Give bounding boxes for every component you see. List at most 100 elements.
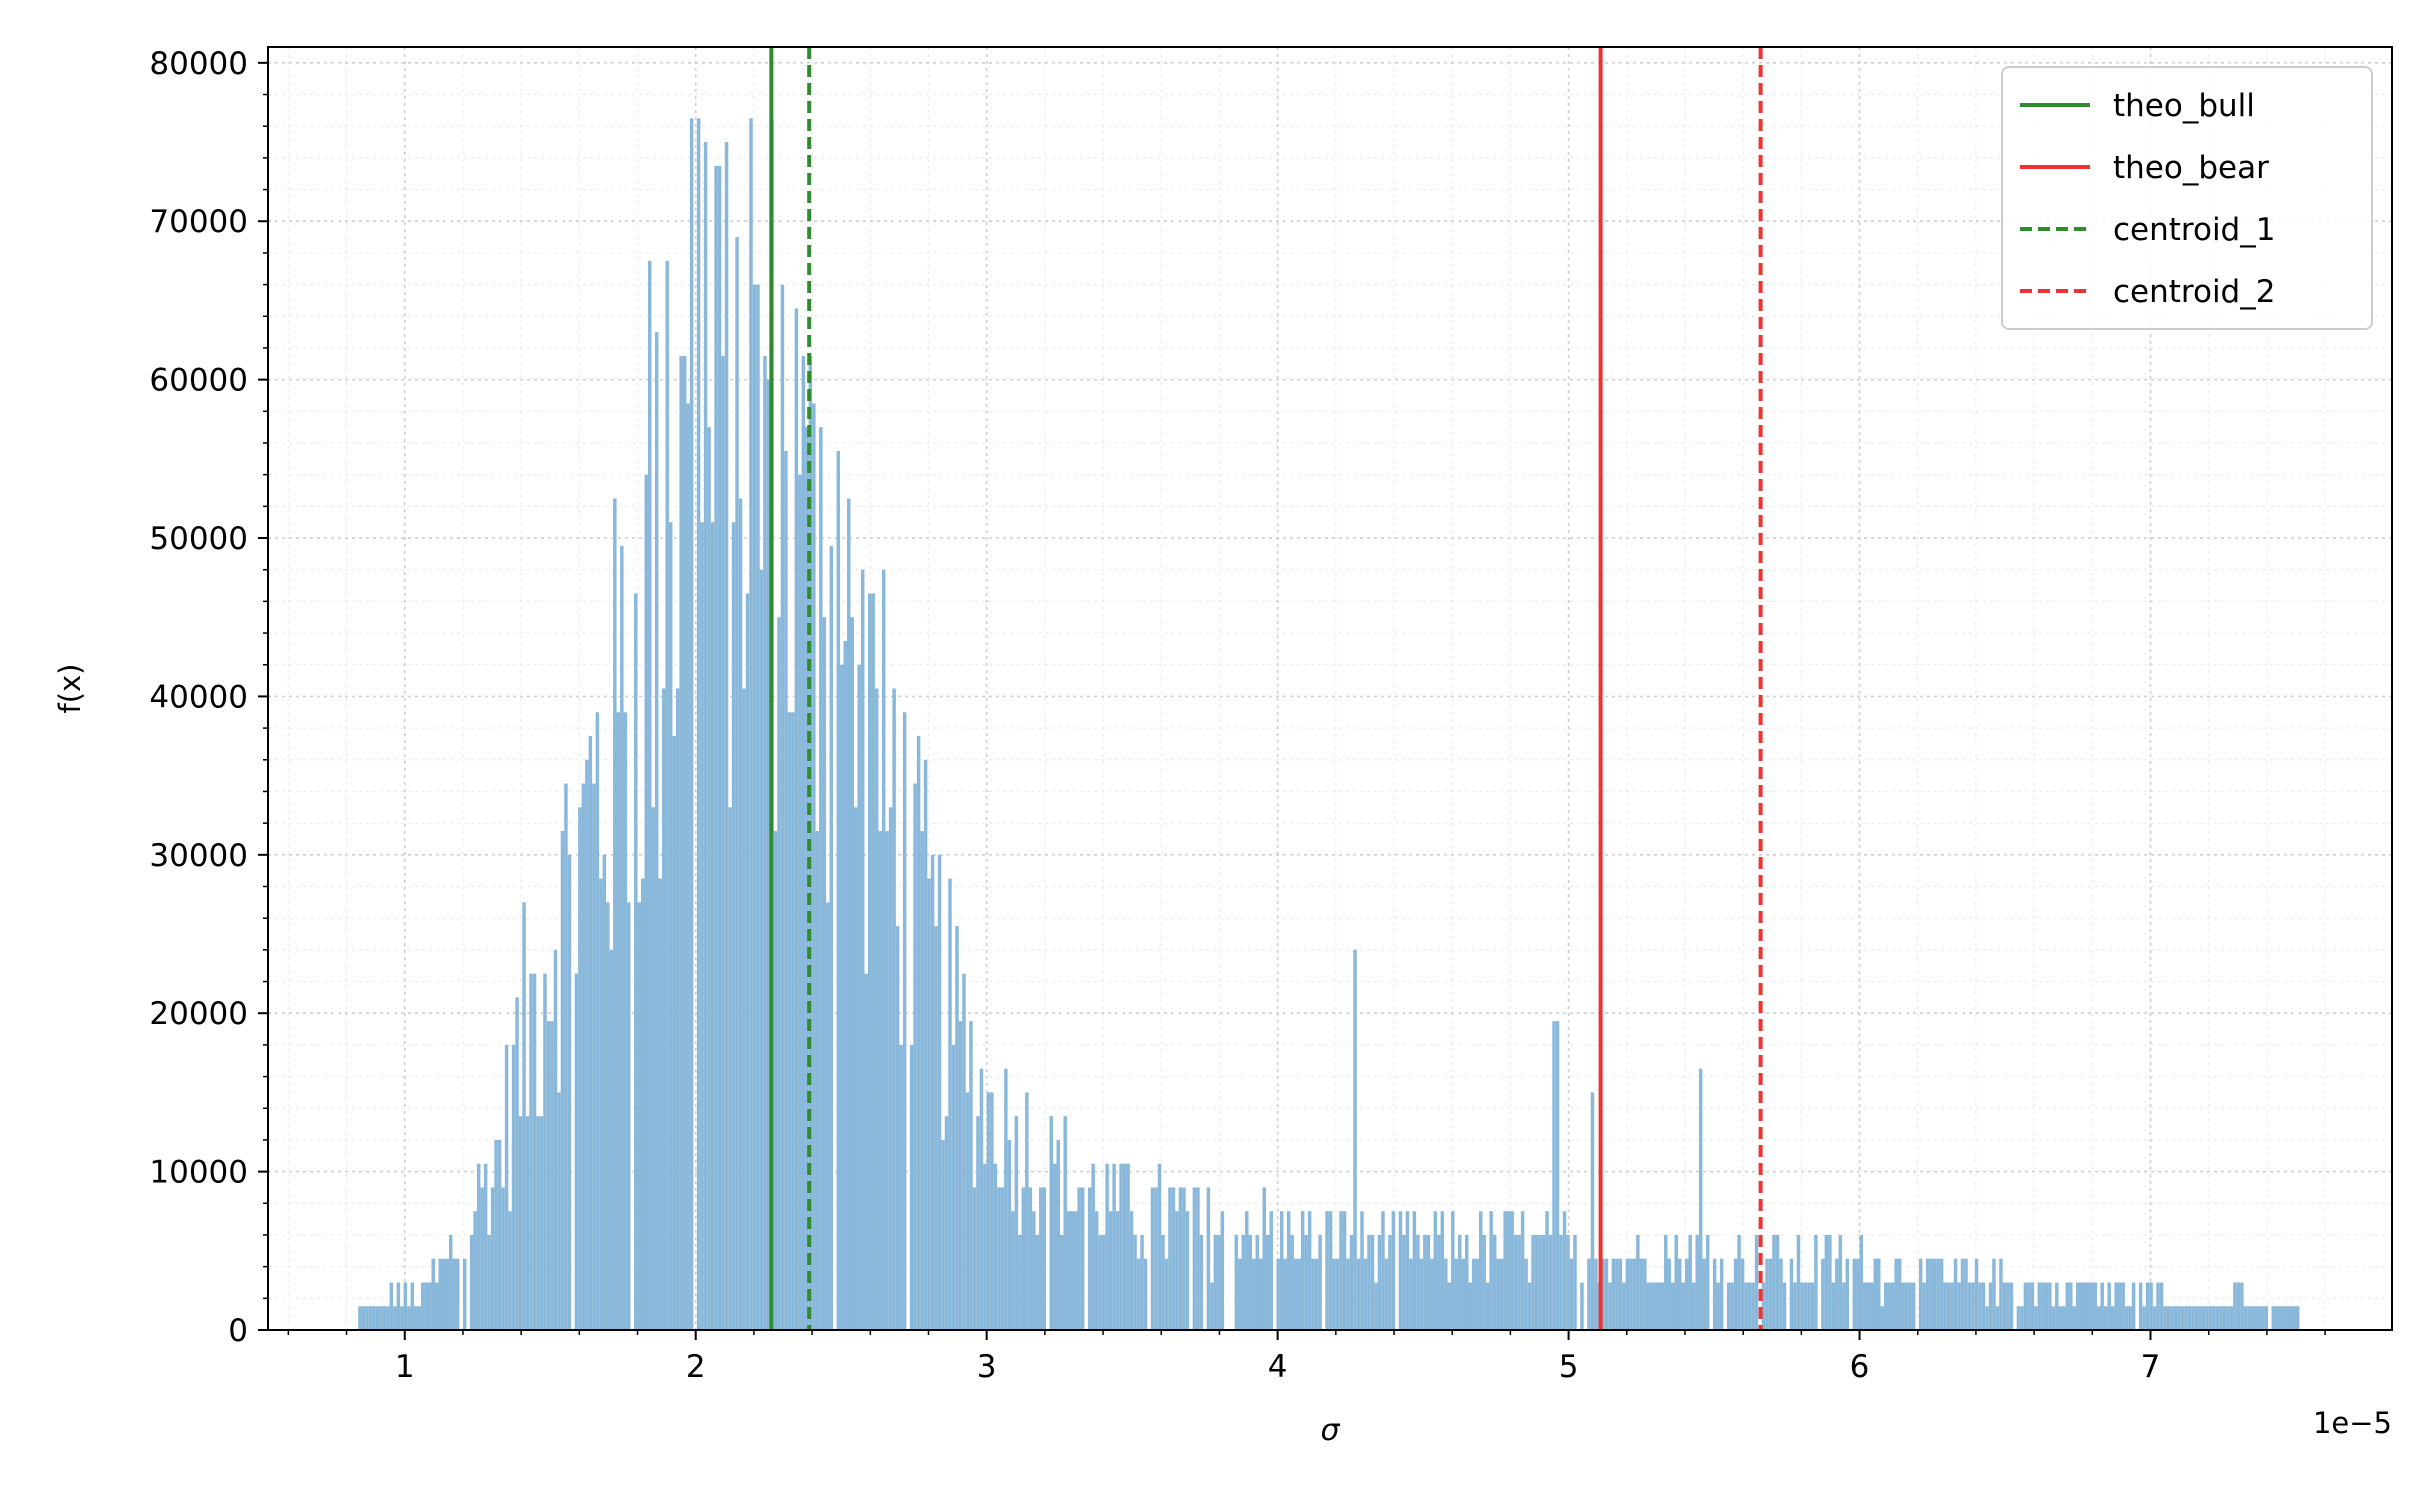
histogram-bar: [1751, 1282, 1755, 1330]
histogram-bar: [1974, 1258, 1979, 1330]
histogram-bar: [941, 1139, 945, 1330]
histogram-bar: [1726, 1282, 1731, 1330]
histogram-bar: [951, 1044, 956, 1330]
histogram-bar: [396, 1282, 401, 1330]
histogram-bar: [2100, 1282, 2104, 1330]
histogram-bar: [1671, 1282, 1675, 1330]
y-tick-label: 10000: [149, 1155, 248, 1191]
histogram-bar: [1705, 1234, 1710, 1330]
histogram-bar: [1276, 1258, 1280, 1330]
histogram-bar: [1021, 1187, 1026, 1330]
histogram-bar: [756, 284, 760, 1331]
histogram-bar: [2180, 1306, 2185, 1330]
histogram-bar: [874, 688, 879, 1330]
histogram-bar: [1789, 1258, 1794, 1330]
histogram-bar: [2219, 1306, 2223, 1330]
histogram-bar: [892, 688, 896, 1330]
histogram-bar: [487, 1234, 491, 1330]
histogram-bar: [2131, 1282, 2136, 1330]
histogram-bar: [1611, 1258, 1616, 1330]
histogram-bar: [1835, 1258, 1839, 1330]
histogram-bar: [375, 1306, 380, 1330]
histogram-bar: [1883, 1282, 1888, 1330]
histogram-bar: [438, 1258, 442, 1330]
histogram-bar: [1101, 1234, 1106, 1330]
legend-box: [2001, 66, 2373, 330]
histogram-bar: [738, 498, 743, 1331]
histogram-bar: [581, 783, 586, 1330]
histogram-bar: [745, 593, 750, 1330]
y-tick-label: 20000: [149, 996, 248, 1032]
histogram-bar: [1737, 1234, 1741, 1330]
y-tick-label: 30000: [149, 838, 248, 874]
histogram-bar: [1129, 1211, 1134, 1330]
histogram-bar: [1971, 1282, 1975, 1330]
histogram-bar: [2184, 1306, 2188, 1330]
histogram-bar: [1185, 1211, 1190, 1330]
histogram-bar: [557, 1092, 561, 1330]
histogram-bar: [1877, 1258, 1881, 1330]
histogram-bar: [1677, 1258, 1682, 1330]
histogram-bar: [822, 617, 827, 1330]
histogram-bar: [2159, 1282, 2164, 1330]
histogram-bar: [1636, 1234, 1640, 1330]
histogram-bar: [1681, 1282, 1685, 1330]
histogram-bar: [1936, 1258, 1940, 1330]
histogram-bar: [2020, 1306, 2024, 1330]
histogram-bar: [1039, 1187, 1043, 1330]
histogram-bar: [2166, 1306, 2171, 1330]
histogram-bar: [668, 522, 673, 1330]
histogram-bar: [965, 1092, 970, 1330]
histogram-bar: [2055, 1282, 2059, 1330]
histogram-bar: [1391, 1211, 1396, 1330]
histogram-bar: [1370, 1234, 1375, 1330]
histogram-bar: [1346, 1258, 1350, 1330]
y-tick-label: 40000: [149, 679, 248, 715]
histogram-bar: [1161, 1234, 1165, 1330]
histogram-bar: [1904, 1282, 1909, 1330]
histogram-bar: [1011, 1211, 1015, 1330]
histogram-bar: [2282, 1306, 2286, 1330]
histogram-bar: [2002, 1282, 2007, 1330]
histogram-bar: [1660, 1282, 1665, 1330]
histogram-bar: [1953, 1258, 1958, 1330]
histogram-bar: [791, 712, 795, 1330]
histogram-bar: [1433, 1211, 1438, 1330]
histogram-bar: [2152, 1306, 2157, 1330]
histogram-bar: [1265, 1234, 1270, 1330]
histogram-bar: [1608, 1282, 1612, 1330]
histogram-bar: [473, 1211, 477, 1330]
histogram-bar: [634, 593, 638, 1330]
histogram-bar: [1880, 1306, 1884, 1330]
histogram-bar: [1262, 1187, 1266, 1330]
histogram-bar: [588, 736, 593, 1330]
histogram-bar: [560, 831, 565, 1330]
histogram-bar: [623, 712, 628, 1330]
histogram-bar: [1252, 1258, 1256, 1330]
histogram-bar: [717, 165, 722, 1331]
histogram-bar: [2072, 1306, 2077, 1330]
histogram-bar: [2048, 1282, 2052, 1330]
histogram-bar: [1115, 1211, 1120, 1330]
axis-ticks: 1 2 3 4 5 6 7 0 10000 20000 30000 40000 50000 60000 70…: [149, 46, 2326, 1385]
histogram-bar: [1524, 1258, 1528, 1330]
histogram-bar: [752, 284, 757, 1331]
histogram-bar: [805, 427, 809, 1330]
histogram-bar: [2076, 1282, 2080, 1330]
histogram-bar: [1691, 1282, 1696, 1330]
y-tick-label: 60000: [149, 363, 248, 399]
histogram-bar: [1213, 1234, 1218, 1330]
histogram-bar: [1950, 1282, 1954, 1330]
histogram-bar: [710, 522, 715, 1330]
histogram-bar: [1049, 1116, 1054, 1330]
histogram-bar: [665, 260, 669, 1330]
histogram-bar: [1468, 1282, 1472, 1330]
histogram-bar: [1873, 1258, 1878, 1330]
histogram-bar: [1932, 1258, 1937, 1330]
histogram-bar: [1744, 1282, 1748, 1330]
histogram-bar: [508, 1211, 512, 1330]
histogram-bar: [1856, 1258, 1860, 1330]
histogram-bar: [1073, 1211, 1078, 1330]
histogram-bar: [647, 260, 652, 1330]
histogram-bar: [735, 237, 739, 1330]
